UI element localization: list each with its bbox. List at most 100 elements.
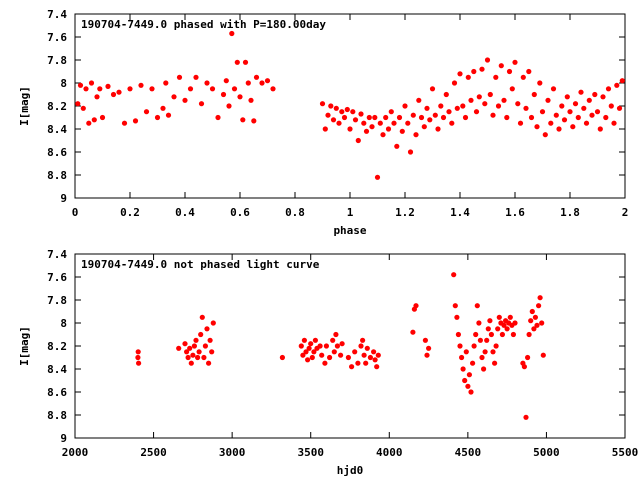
- data-point: [427, 117, 433, 123]
- data-point: [347, 126, 353, 132]
- data-point: [443, 91, 449, 98]
- data-point: [333, 105, 339, 111]
- data-point: [410, 329, 416, 335]
- data-point: [259, 80, 265, 86]
- data-point: [476, 320, 482, 326]
- data-point: [495, 103, 502, 109]
- data-point: [474, 303, 480, 309]
- data-point: [279, 354, 285, 361]
- data-point: [528, 318, 534, 324]
- plot-unphased: 2000 2500 3000 3500 4000 4500 5000 5500 7.4 7.6 7.…: [18, 248, 638, 477]
- data-point: [83, 86, 89, 92]
- data-point: [185, 354, 191, 361]
- data-point: [198, 331, 204, 338]
- data-point: [496, 314, 502, 320]
- plot-title: 190704-7449.0 not phased light curve: [81, 258, 320, 271]
- x-tick-label: 5000: [533, 446, 560, 459]
- data-point: [592, 91, 598, 98]
- data-point: [608, 103, 614, 109]
- data-point: [349, 364, 355, 370]
- data-point: [364, 345, 370, 351]
- data-point: [468, 97, 474, 103]
- data-point: [199, 314, 205, 320]
- data-point: [484, 337, 490, 343]
- data-point: [143, 109, 150, 115]
- x-tick-label: 3000: [219, 446, 246, 459]
- data-point: [619, 78, 625, 84]
- data-point: [116, 89, 122, 95]
- data-point: [182, 97, 188, 103]
- data-point: [586, 97, 592, 103]
- data-point: [459, 354, 465, 361]
- data-point: [426, 345, 432, 351]
- data-point: [454, 105, 460, 111]
- data-point: [407, 149, 414, 155]
- data-point: [504, 114, 510, 121]
- data-point: [97, 86, 103, 92]
- x-tick-label: 0.4: [175, 206, 195, 219]
- data-point: [207, 337, 213, 343]
- data-point: [531, 91, 537, 98]
- data-point: [526, 68, 532, 75]
- data-point: [138, 82, 144, 88]
- data-point: [333, 331, 339, 338]
- data-point: [204, 326, 210, 332]
- data-point: [446, 109, 452, 115]
- data-point: [251, 118, 257, 124]
- data-point: [528, 114, 535, 121]
- y-axis-label: I[mag]: [18, 326, 31, 366]
- data-point: [440, 114, 447, 121]
- data-point: [105, 83, 111, 89]
- data-point: [215, 114, 221, 121]
- data-point: [550, 86, 557, 92]
- data-point: [523, 105, 529, 111]
- data-point: [542, 132, 548, 138]
- data-point: [330, 117, 337, 123]
- y-tick-label: 9: [60, 192, 67, 205]
- data-point: [520, 74, 526, 80]
- data-point: [270, 86, 276, 92]
- data-point: [182, 341, 188, 347]
- data-point: [487, 318, 493, 324]
- data-point: [534, 124, 540, 130]
- y-tick-label: 8.2: [47, 340, 67, 353]
- y-tick-label: 9: [60, 432, 67, 445]
- data-point: [383, 114, 389, 121]
- data-point: [468, 389, 474, 395]
- data-point: [323, 343, 329, 349]
- data-point: [479, 66, 485, 72]
- data-point: [460, 103, 466, 109]
- data-point: [135, 349, 141, 355]
- data-point: [226, 103, 232, 109]
- data-point: [451, 80, 458, 86]
- data-point: [191, 343, 197, 349]
- data-point: [240, 117, 246, 123]
- data-point: [242, 59, 249, 65]
- x-axis-label: phase: [333, 224, 366, 237]
- data-point: [196, 349, 202, 355]
- x-tick-label: 1.4: [450, 206, 470, 219]
- data-point: [534, 322, 540, 328]
- data-point: [363, 360, 369, 366]
- data-point: [506, 68, 513, 75]
- data-point: [136, 360, 142, 366]
- data-point: [334, 343, 340, 349]
- data-point: [328, 103, 334, 109]
- data-point: [377, 120, 383, 126]
- data-point: [605, 86, 612, 92]
- data-point: [488, 331, 494, 338]
- data-point: [545, 97, 551, 103]
- y-tick-label: 7.6: [47, 31, 67, 44]
- data-point: [526, 331, 532, 338]
- data-point: [462, 114, 469, 121]
- data-point: [309, 354, 315, 361]
- data-point: [493, 74, 499, 80]
- data-point: [529, 308, 535, 315]
- x-tick-label: 0.6: [230, 206, 250, 219]
- data-point: [581, 105, 587, 111]
- data-point: [345, 354, 351, 361]
- data-point: [481, 366, 487, 372]
- data-point: [540, 352, 546, 358]
- data-series: [75, 30, 625, 180]
